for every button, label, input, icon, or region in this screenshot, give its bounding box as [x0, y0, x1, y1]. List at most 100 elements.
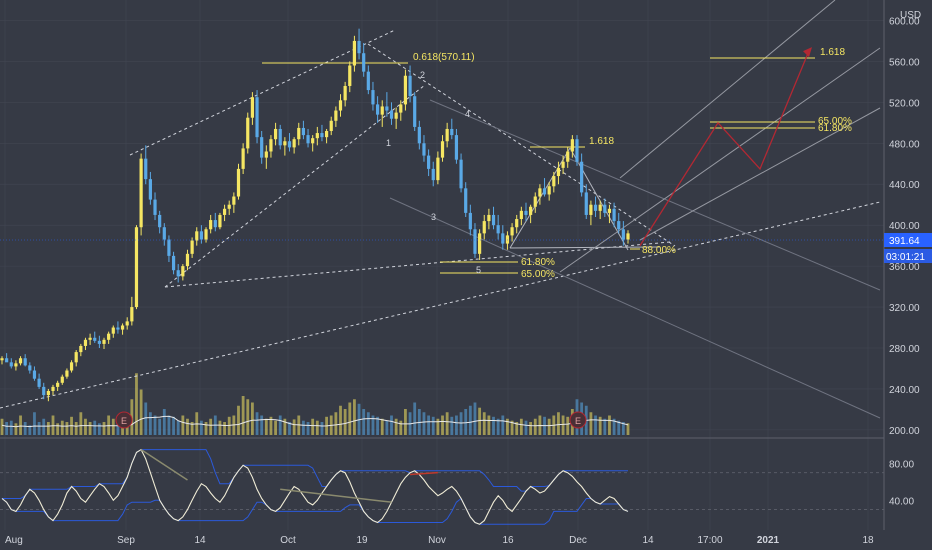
candle-body [195, 231, 199, 241]
rising-channel-upper[interactable] [619, 0, 836, 179]
descending-channel-upper[interactable] [429, 99, 881, 291]
volume-bar [74, 422, 78, 435]
volume-bar [561, 415, 565, 435]
candle-body [626, 233, 630, 240]
candle-body [199, 231, 203, 240]
volume-bar [506, 418, 509, 435]
candle-body [538, 188, 542, 197]
earnings-marker-icon[interactable] [569, 411, 587, 429]
volume-bar [9, 420, 13, 435]
volume-bar [343, 409, 347, 435]
drawing-tools[interactable] [0, 0, 881, 419]
osc-divergence-line-red [410, 471, 438, 476]
volume-bar [199, 420, 203, 435]
candle-body [427, 155, 431, 169]
candle-body [102, 339, 106, 344]
volume-bar [274, 420, 277, 435]
descending-channel-lower[interactable] [389, 197, 881, 419]
volume-bar [510, 420, 514, 435]
earnings-markers[interactable]: E E [115, 411, 587, 429]
candle-body [338, 100, 343, 111]
fib-label-0618: 0.618(570.11) [413, 52, 475, 63]
price-axis[interactable]: USD 600.00 560.00 520.00 480.00 440.00 400.00… [889, 10, 921, 437]
volume-bar [60, 420, 64, 435]
candle-body [320, 133, 324, 138]
earnings-marker-icon[interactable] [115, 411, 133, 429]
candle-body [139, 158, 143, 228]
candle-body [264, 151, 268, 158]
time-axis-tick: Aug [5, 535, 23, 546]
fib-label-1618-right: 1.618 [820, 47, 845, 58]
candle-body [515, 219, 519, 228]
volume-bar [612, 418, 616, 435]
time-axis-tick: Oct [280, 535, 296, 546]
candle-body [417, 126, 421, 144]
volume-bar [302, 420, 305, 435]
candles [0, 28, 630, 402]
candle-body [37, 378, 41, 387]
candle-body [5, 358, 9, 363]
volume-bar [621, 422, 625, 435]
support-line-upper[interactable] [164, 241, 671, 288]
osc-band-upper [2, 449, 628, 499]
volume-bar [292, 419, 296, 435]
volume-bar [223, 422, 226, 435]
volume-bar [473, 402, 477, 435]
support-line-lower[interactable] [0, 201, 881, 409]
time-axis[interactable]: Aug Sep 14 Oct 19 Nov 16 Dec 14 17:00 2021 18 [5, 535, 874, 546]
candle-body [575, 139, 579, 162]
volume-bar [204, 422, 208, 435]
volume-bar [547, 418, 551, 435]
candle-body [547, 186, 551, 195]
candle-body [510, 227, 514, 236]
volume-bar [79, 412, 83, 435]
candle-body [366, 71, 370, 91]
candle-body [246, 117, 250, 149]
oscillator-panel[interactable]: 80.00 40.00 [0, 448, 914, 525]
volume-bar [468, 405, 472, 435]
volume-bar [56, 423, 60, 435]
volume-bar [533, 418, 537, 435]
candle-body [218, 214, 222, 228]
candle-body [297, 127, 301, 140]
rising-channel-mid[interactable] [559, 47, 881, 273]
candle-body [116, 327, 120, 330]
fib-label-6500-low: 65.00% [521, 269, 555, 280]
candle-body [380, 106, 384, 115]
candle-body [176, 270, 180, 277]
candle-body [376, 104, 380, 115]
candle-body [621, 229, 625, 240]
channel-upper-line[interactable] [129, 29, 396, 156]
candle-body [617, 221, 621, 230]
candle-body [394, 112, 398, 119]
volume-bar [260, 415, 264, 435]
wave-label-1: 1 [386, 138, 391, 148]
wave-label-3: 3 [431, 212, 436, 222]
channel-lower-line[interactable] [164, 84, 426, 288]
volume-bar [153, 415, 157, 435]
price-axis-tick: 520.00 [889, 98, 920, 109]
volume-bar [102, 422, 106, 435]
descending-trendline[interactable] [367, 43, 676, 247]
candle-body [524, 210, 528, 215]
volume-bar [144, 402, 148, 435]
volume-bar [37, 422, 41, 435]
volume-bar [519, 418, 523, 435]
volume-bar [366, 412, 370, 435]
last-price-value: 391.64 [889, 236, 920, 247]
price-axis-tick: 440.00 [889, 180, 920, 191]
candle-body [144, 158, 148, 180]
candle-body [56, 382, 60, 387]
candle-body [413, 96, 417, 127]
time-axis-tick: Nov [428, 535, 446, 546]
volume-bar [251, 402, 254, 435]
volume-bar [524, 420, 528, 435]
candle-body [487, 214, 491, 222]
volume-bar [306, 422, 310, 435]
rising-channel-lower[interactable] [639, 107, 881, 241]
triangle-base-line[interactable] [509, 246, 661, 249]
projection-path[interactable] [639, 52, 809, 246]
candle-body [250, 97, 254, 118]
candle-body [352, 40, 357, 66]
